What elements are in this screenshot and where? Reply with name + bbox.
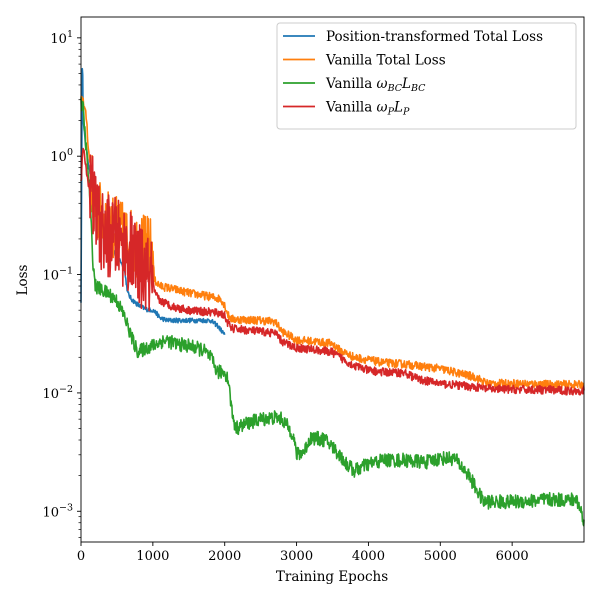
y-axis-label: Loss — [15, 264, 31, 295]
y-tick-label: 10−3 — [42, 502, 73, 520]
series-line-2 — [80, 95, 585, 390]
legend: Position-transformed Total Loss Vanilla T… — [276, 22, 577, 130]
legend-box — [276, 22, 577, 130]
y-axis: 101 100 10−1 10−2 10−3 — [42, 29, 81, 538]
x-tick-label: 4000 — [352, 549, 385, 564]
x-tick-label: 1000 — [136, 549, 169, 564]
series-line-3 — [80, 97, 585, 527]
series-layer — [80, 67, 585, 527]
y-tick-label: 10−2 — [42, 384, 73, 402]
x-axis-label: Training Epochs — [276, 569, 388, 585]
legend-entry-label: Vanilla ωPLP — [325, 100, 410, 118]
legend-entry-label: Position-transformed Total Loss — [326, 29, 543, 45]
x-tick-label: 2000 — [208, 549, 241, 564]
legend-entry-label: Vanilla ωBCLBC — [325, 76, 426, 94]
x-tick-label: 5000 — [424, 549, 457, 564]
y-tick-label: 101 — [50, 29, 73, 47]
plot-frame — [80, 16, 585, 543]
x-tick-label: 0 — [77, 549, 85, 564]
series-line-4 — [80, 147, 585, 396]
x-axis: 0 1000 2000 3000 4000 5000 6000 — [77, 542, 529, 564]
legend-entry-label: Vanilla Total Loss — [325, 53, 446, 69]
y-tick-label: 10−1 — [42, 266, 73, 284]
y-tick-label: 100 — [50, 147, 73, 165]
x-tick-label: 6000 — [496, 549, 529, 564]
x-tick-label: 3000 — [280, 549, 313, 564]
